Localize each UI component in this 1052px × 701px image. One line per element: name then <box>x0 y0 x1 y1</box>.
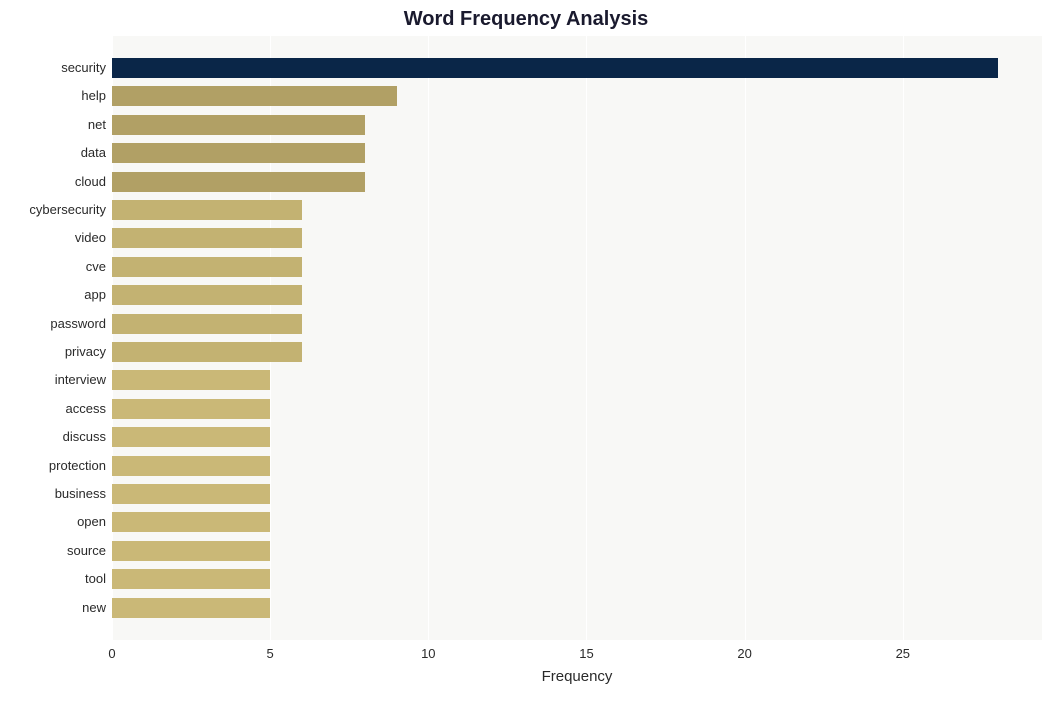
y-tick-label: password <box>50 314 106 334</box>
bar <box>112 143 365 163</box>
bar <box>112 427 270 447</box>
bar <box>112 86 397 106</box>
y-tick-label: protection <box>49 456 106 476</box>
y-tick-label: access <box>66 399 106 419</box>
x-axis-label: Frequency <box>542 668 613 685</box>
bar <box>112 257 302 277</box>
y-tick-label: cloud <box>75 172 106 192</box>
grid-line <box>428 36 429 640</box>
y-tick-label: open <box>77 512 106 532</box>
bar <box>112 172 365 192</box>
grid-line <box>586 36 587 640</box>
bar <box>112 541 270 561</box>
x-tick-label: 25 <box>896 646 910 661</box>
y-tick-label: new <box>82 598 106 618</box>
x-tick-label: 20 <box>737 646 751 661</box>
y-tick-label: privacy <box>65 342 106 362</box>
y-tick-label: help <box>81 86 106 106</box>
bar <box>112 598 270 618</box>
y-tick-label: data <box>81 143 106 163</box>
y-tick-label: cybersecurity <box>29 200 106 220</box>
y-tick-label: interview <box>55 370 106 390</box>
y-tick-label: tool <box>85 569 106 589</box>
chart-title: Word Frequency Analysis <box>0 8 1052 31</box>
y-tick-label: app <box>84 285 106 305</box>
y-tick-label: source <box>67 541 106 561</box>
bar <box>112 399 270 419</box>
x-tick-label: 0 <box>108 646 115 661</box>
x-tick-label: 15 <box>579 646 593 661</box>
bar <box>112 484 270 504</box>
grid-line <box>745 36 746 640</box>
bar <box>112 285 302 305</box>
bar <box>112 58 998 78</box>
bar <box>112 314 302 334</box>
bar <box>112 228 302 248</box>
word-frequency-chart: Word Frequency Analysis Frequency 051015… <box>0 0 1052 701</box>
plot-area: Frequency 0510152025securityhelpnetdatac… <box>112 36 1042 640</box>
y-tick-label: net <box>88 115 106 135</box>
grid-line <box>903 36 904 640</box>
bar <box>112 456 270 476</box>
y-tick-label: video <box>75 228 106 248</box>
bar <box>112 370 270 390</box>
y-tick-label: security <box>61 58 106 78</box>
bar <box>112 200 302 220</box>
bar <box>112 342 302 362</box>
bar <box>112 512 270 532</box>
x-tick-label: 5 <box>267 646 274 661</box>
x-tick-label: 10 <box>421 646 435 661</box>
bar <box>112 115 365 135</box>
y-tick-label: discuss <box>63 427 106 447</box>
bar <box>112 569 270 589</box>
y-tick-label: cve <box>86 257 106 277</box>
y-tick-label: business <box>55 484 106 504</box>
